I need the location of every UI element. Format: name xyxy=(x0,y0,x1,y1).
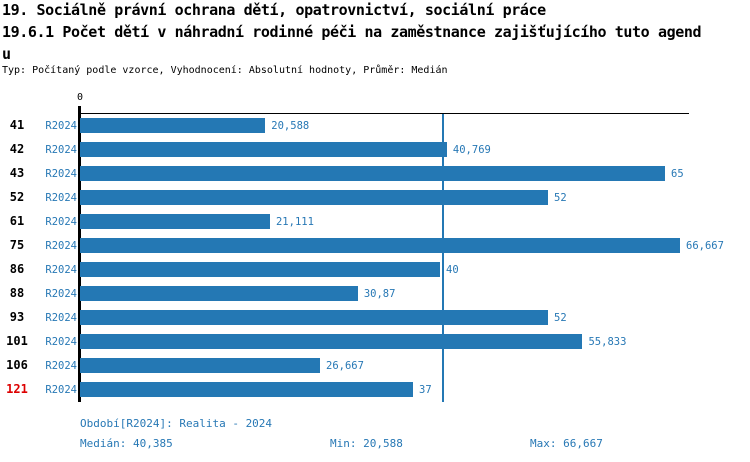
bar-value-label: 30,87 xyxy=(363,288,396,300)
row-id-label: 52 xyxy=(9,190,25,204)
bar-value-label: 52 xyxy=(554,192,567,204)
chart-row: 121 R2024 37 xyxy=(0,378,750,402)
report-title-line3: u xyxy=(2,45,11,63)
chart-row: 106 R2024 26,667 xyxy=(0,354,750,378)
row-id-label: 86 xyxy=(9,262,25,276)
value-bar[interactable] xyxy=(80,382,413,397)
row-period-link[interactable]: R2024 xyxy=(45,216,77,228)
report-meta-line: Typ: Počítaný podle vzorce, Vyhodnocení:… xyxy=(2,65,448,76)
value-bar[interactable] xyxy=(80,142,447,157)
period-info-label: Období[R2024]: Realita - 2024 xyxy=(80,417,273,430)
row-id-label: 93 xyxy=(9,310,25,324)
row-id-label: 121 xyxy=(6,382,28,396)
bar-value-label: 52 xyxy=(554,312,567,324)
row-period-link[interactable]: R2024 xyxy=(45,192,77,204)
median-stat-label: Medián: 40,385 xyxy=(80,437,173,450)
bar-value-label: 55,833 xyxy=(588,336,627,348)
chart-row: 101 R2024 55,833 xyxy=(0,330,750,354)
bar-value-label: 37 xyxy=(419,384,432,396)
value-bar[interactable] xyxy=(80,214,270,229)
value-bar[interactable] xyxy=(80,286,358,301)
row-period-link[interactable]: R2024 xyxy=(45,384,77,396)
row-period-link[interactable]: R2024 xyxy=(45,264,77,276)
bar-chart-rows: 41 R2024 20,588 42 R2024 40,769 43 R2024 65 52 R20… xyxy=(0,114,750,402)
chart-row: 61 R2024 21,111 xyxy=(0,210,750,234)
value-bar[interactable] xyxy=(80,190,548,205)
x-axis-line xyxy=(78,113,689,114)
row-id-label: 106 xyxy=(6,358,28,372)
chart-row: 93 R2024 52 xyxy=(0,306,750,330)
row-id-label: 61 xyxy=(9,214,25,228)
row-period-link[interactable]: R2024 xyxy=(45,144,77,156)
chart-row: 42 R2024 40,769 xyxy=(0,138,750,162)
median-reference-line xyxy=(442,114,444,402)
chart-row: 88 R2024 30,87 xyxy=(0,282,750,306)
value-bar[interactable] xyxy=(80,310,548,325)
chart-row: 41 R2024 20,588 xyxy=(0,114,750,138)
row-period-link[interactable]: R2024 xyxy=(45,240,77,252)
row-period-link[interactable]: R2024 xyxy=(45,168,77,180)
chart-row: 86 R2024 40 xyxy=(0,258,750,282)
value-bar[interactable] xyxy=(80,262,440,277)
row-period-link[interactable]: R2024 xyxy=(45,360,77,372)
value-bar[interactable] xyxy=(80,358,320,373)
y-axis-line xyxy=(78,106,81,402)
row-period-link[interactable]: R2024 xyxy=(45,120,77,132)
row-period-link[interactable]: R2024 xyxy=(45,288,77,300)
report-title-line2: 19.6.1 Počet dětí v náhradní rodinné péč… xyxy=(2,23,702,41)
bar-value-label: 21,111 xyxy=(275,216,314,228)
report-title-line1: 19. Sociálně právní ochrana dětí, opatro… xyxy=(2,1,546,19)
value-bar[interactable] xyxy=(80,118,266,133)
bar-value-label: 66,667 xyxy=(686,240,724,252)
row-id-label: 42 xyxy=(9,142,25,156)
row-id-label: 101 xyxy=(6,334,28,348)
bar-value-label: 26,667 xyxy=(326,360,364,372)
row-period-link[interactable]: R2024 xyxy=(45,336,77,348)
row-id-label: 41 xyxy=(9,118,25,132)
chart-row: 43 R2024 65 xyxy=(0,162,750,186)
bar-value-label: 40,769 xyxy=(452,144,491,156)
min-stat-label: Min: 20,588 xyxy=(330,437,403,450)
value-bar[interactable] xyxy=(80,166,665,181)
row-id-label: 43 xyxy=(9,166,25,180)
chart-row: 75 R2024 66,667 xyxy=(0,234,750,258)
value-bar[interactable] xyxy=(80,334,583,349)
row-id-label: 75 xyxy=(9,238,25,252)
value-bar[interactable] xyxy=(80,238,680,253)
chart-row: 52 R2024 52 xyxy=(0,186,750,210)
row-period-link[interactable]: R2024 xyxy=(45,312,77,324)
max-stat-label: Max: 66,667 xyxy=(530,437,603,450)
row-id-label: 88 xyxy=(9,286,25,300)
bar-value-label: 20,588 xyxy=(271,120,310,132)
x-axis-zero-tick-label: 0 xyxy=(76,92,84,103)
bar-value-label: 40 xyxy=(446,264,459,276)
bar-value-label: 65 xyxy=(671,168,684,180)
